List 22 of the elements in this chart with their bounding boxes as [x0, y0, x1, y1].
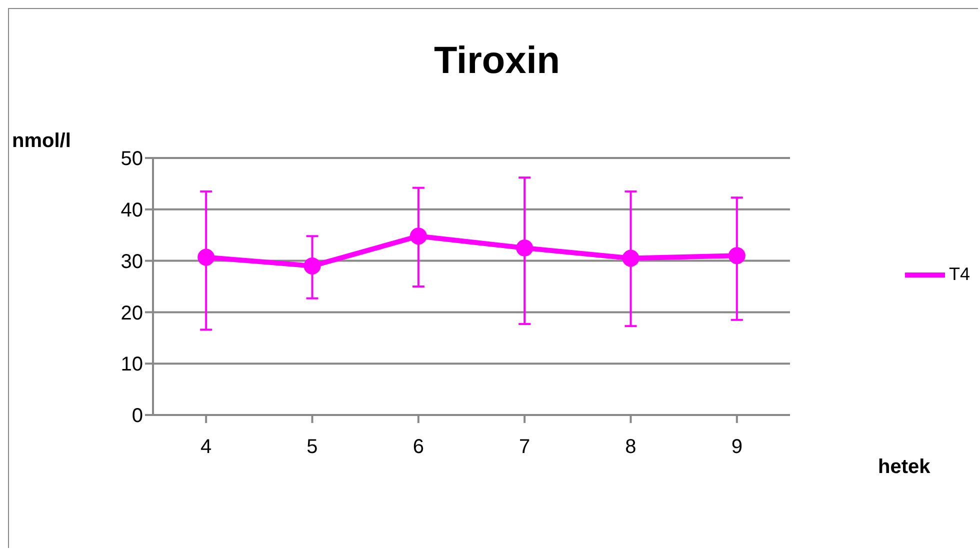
x-tick-label: 4 [200, 436, 212, 458]
x-axis-title: hetek [878, 456, 930, 479]
y-tick-label: 30 [120, 250, 143, 273]
y-tick-label: 10 [120, 354, 143, 376]
x-tick-label: 8 [625, 436, 636, 458]
y-tick-label: 20 [120, 302, 143, 324]
point [410, 228, 427, 245]
x-tick-label: 5 [306, 436, 318, 458]
y-axis-title: nmol/l [12, 130, 71, 153]
y-tick-label: 50 [120, 148, 143, 170]
chart-title: Tiroxin [433, 40, 561, 83]
point [198, 248, 215, 266]
point [728, 247, 746, 264]
x-tick-label: 9 [731, 436, 742, 458]
x-tick-label: 6 [412, 436, 424, 458]
y-tick-label: 0 [132, 405, 143, 428]
x-tick-label: 7 [519, 436, 530, 458]
y-tick-label: 40 [120, 200, 143, 222]
point [304, 257, 321, 274]
legend-label: T4 [948, 264, 970, 284]
point [516, 239, 534, 256]
point [622, 250, 640, 267]
